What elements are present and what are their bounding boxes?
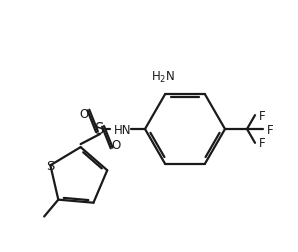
Text: S: S [46, 159, 55, 172]
Text: HN: HN [114, 123, 131, 136]
Text: F: F [259, 109, 266, 122]
Text: F: F [267, 123, 274, 136]
Text: O: O [111, 139, 120, 151]
Text: H$_2$N: H$_2$N [151, 70, 175, 85]
Text: O: O [80, 108, 89, 120]
Text: S: S [95, 122, 105, 137]
Text: F: F [259, 137, 266, 150]
